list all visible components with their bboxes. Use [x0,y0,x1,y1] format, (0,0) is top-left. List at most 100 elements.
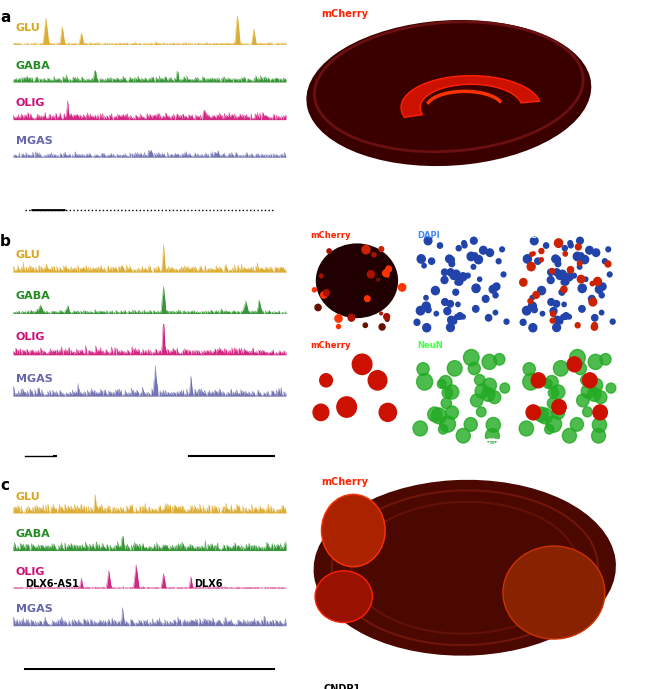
Circle shape [473,253,477,258]
Circle shape [465,274,470,278]
Circle shape [552,400,566,415]
Circle shape [519,421,534,436]
Circle shape [520,278,527,286]
Circle shape [443,299,447,304]
Circle shape [457,313,463,319]
Circle shape [448,256,454,263]
Circle shape [575,322,580,328]
Circle shape [599,293,605,298]
Circle shape [441,276,448,284]
Circle shape [580,375,591,385]
Text: GABA: GABA [16,529,51,539]
Text: DLX6-AS1: DLX6-AS1 [25,579,79,589]
Circle shape [562,245,567,251]
Text: 25μm: 25μm [488,438,508,444]
Circle shape [398,284,406,291]
Circle shape [599,283,606,290]
Circle shape [488,391,500,404]
Circle shape [363,323,367,327]
Circle shape [592,249,600,256]
Circle shape [570,418,584,431]
Circle shape [447,300,454,307]
Circle shape [553,360,568,376]
Circle shape [467,252,475,260]
Circle shape [607,272,612,277]
Circle shape [555,261,561,267]
Circle shape [590,281,595,286]
Circle shape [476,407,486,417]
Circle shape [348,314,355,321]
Circle shape [422,324,431,332]
Circle shape [549,299,554,304]
Circle shape [582,407,592,417]
Circle shape [337,325,341,329]
Circle shape [589,378,603,393]
Circle shape [562,278,569,285]
Circle shape [500,247,504,251]
Circle shape [538,408,552,424]
Text: mCherry: mCherry [311,231,351,240]
Text: GLU: GLU [16,23,40,33]
Circle shape [592,315,598,321]
Circle shape [553,269,560,276]
Circle shape [530,252,534,256]
Circle shape [552,323,560,331]
Circle shape [452,270,460,278]
Circle shape [558,270,566,278]
Circle shape [588,354,603,369]
Text: mCherry: mCherry [321,8,369,19]
Circle shape [579,253,584,258]
Circle shape [362,245,370,254]
Circle shape [474,375,485,385]
Circle shape [432,287,439,295]
Circle shape [605,261,611,267]
Ellipse shape [321,495,385,567]
Circle shape [520,319,526,325]
Circle shape [547,276,554,284]
Circle shape [547,398,558,409]
Circle shape [379,324,385,330]
Circle shape [368,371,387,390]
Circle shape [445,385,459,399]
Circle shape [523,255,532,263]
Circle shape [554,316,561,324]
Circle shape [566,273,573,280]
Circle shape [572,274,577,278]
Circle shape [529,324,537,332]
Circle shape [552,406,565,419]
Circle shape [337,397,356,418]
Circle shape [588,387,601,401]
Circle shape [461,315,465,319]
Circle shape [439,416,456,432]
Circle shape [530,296,534,300]
Circle shape [577,394,589,407]
Circle shape [575,362,586,375]
Circle shape [472,284,480,293]
Circle shape [593,405,607,420]
Circle shape [554,239,563,247]
Text: DLX6: DLX6 [194,579,222,589]
Circle shape [475,384,489,398]
Polygon shape [401,76,540,117]
Circle shape [554,256,560,263]
Circle shape [581,384,595,398]
Circle shape [548,269,554,276]
Circle shape [335,315,342,322]
Circle shape [456,245,461,251]
Circle shape [447,323,454,331]
Circle shape [448,316,455,324]
Circle shape [500,383,510,393]
Circle shape [437,243,443,248]
Circle shape [551,318,555,323]
Circle shape [567,267,573,273]
Circle shape [315,305,321,311]
Circle shape [523,362,536,376]
Circle shape [553,300,560,307]
Circle shape [464,418,477,431]
Circle shape [413,421,428,436]
Circle shape [545,424,554,434]
Circle shape [592,429,606,443]
Text: 800μm: 800μm [557,194,586,203]
Circle shape [493,310,498,315]
Circle shape [501,272,506,277]
